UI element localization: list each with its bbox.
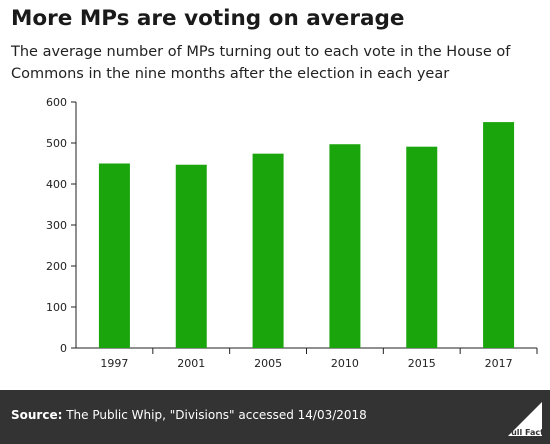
- logo-text: Full Fact: [506, 428, 544, 437]
- x-tick-label: 2001: [177, 357, 205, 370]
- y-tick-label: 500: [46, 137, 67, 150]
- y-tick-label: 400: [46, 178, 67, 191]
- x-tick-label: 2017: [485, 357, 513, 370]
- bar: [329, 144, 361, 348]
- source-label: Source:: [11, 408, 63, 422]
- bar: [483, 122, 515, 348]
- y-tick-label: 0: [60, 342, 67, 355]
- full-fact-logo-icon: [508, 402, 542, 436]
- source-text: The Public Whip, "Divisions" accessed 14…: [62, 408, 367, 422]
- footer: Source: The Public Whip, "Divisions" acc…: [0, 390, 550, 444]
- bar: [175, 164, 207, 348]
- x-tick-label: 2015: [408, 357, 436, 370]
- y-tick-label: 100: [46, 301, 67, 314]
- y-tick-label: 600: [46, 96, 67, 109]
- chart-subtitle: The average number of MPs turning out to…: [11, 44, 511, 82]
- chart-title: More MPs are voting on average: [11, 6, 405, 31]
- y-tick-label: 200: [46, 260, 67, 273]
- y-tick-label: 300: [46, 219, 67, 232]
- bar: [406, 146, 438, 348]
- source-note: Source: The Public Whip, "Divisions" acc…: [11, 408, 367, 422]
- x-tick-label: 1997: [100, 357, 128, 370]
- x-tick-label: 2005: [254, 357, 282, 370]
- bar-chart: 0 100 200 300 400 500 600 1997 2001 2005 2010 2015 2…: [46, 96, 538, 370]
- bar: [252, 153, 284, 348]
- bar: [98, 163, 130, 348]
- x-tick-label: 2010: [331, 357, 359, 370]
